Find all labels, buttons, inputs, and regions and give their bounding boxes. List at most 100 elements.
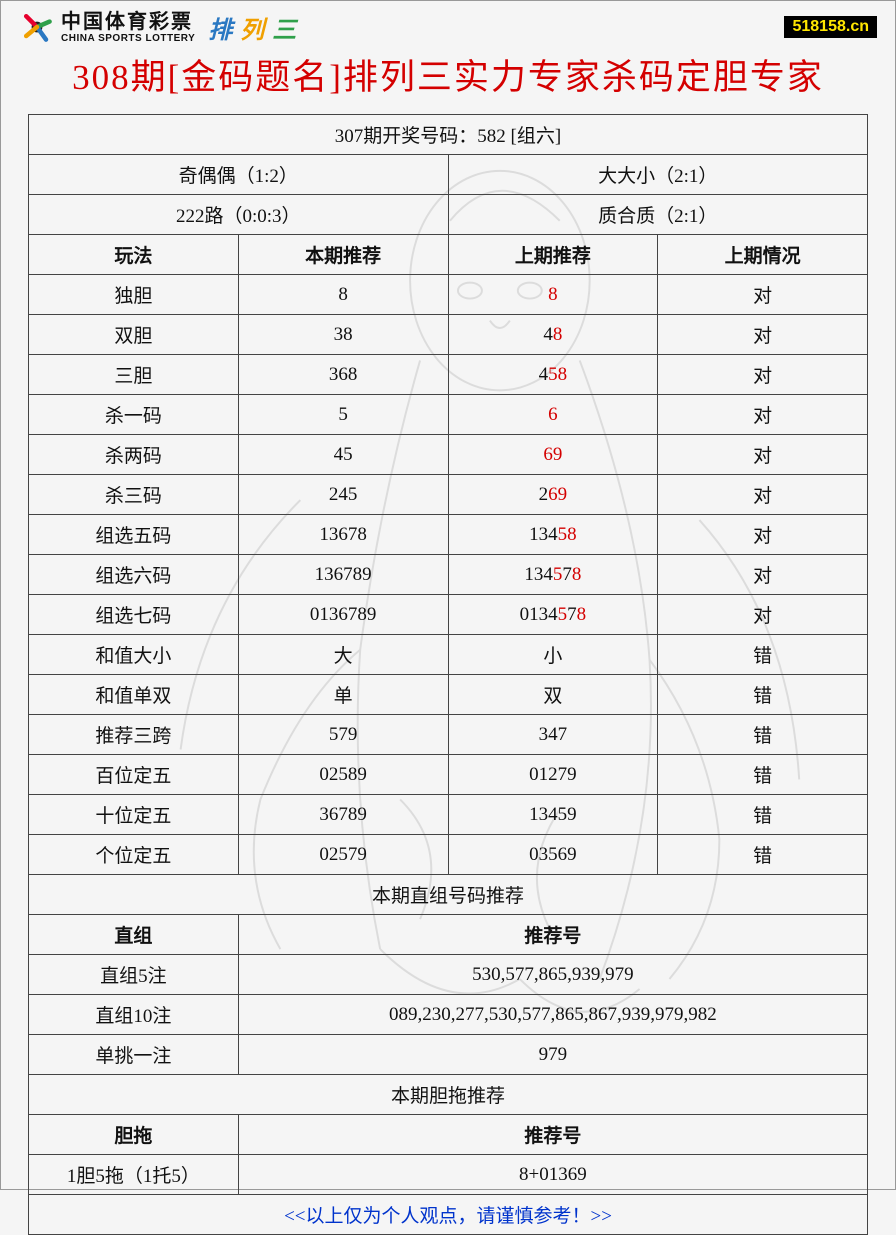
current-pick: 单 bbox=[238, 675, 448, 715]
current-pick: 45 bbox=[238, 435, 448, 475]
col-header: 推荐号 bbox=[238, 915, 867, 955]
status-cell: 错 bbox=[658, 635, 868, 675]
prev-pick: 347 bbox=[448, 715, 658, 755]
prev-pick: 03569 bbox=[448, 835, 658, 875]
status-cell: 对 bbox=[658, 355, 868, 395]
table-row: 个位定五0257903569错 bbox=[29, 835, 868, 875]
current-pick: 245 bbox=[238, 475, 448, 515]
section3-header: 本期胆拖推荐 bbox=[29, 1075, 868, 1115]
table-row: 和值大小大小错 bbox=[29, 635, 868, 675]
prev-pick: 134578 bbox=[448, 555, 658, 595]
table-row: 推荐三跨579347错 bbox=[29, 715, 868, 755]
col-header: 胆拖 bbox=[29, 1115, 239, 1155]
current-pick: 36789 bbox=[238, 795, 448, 835]
play-name: 杀三码 bbox=[29, 475, 239, 515]
status-cell: 错 bbox=[658, 715, 868, 755]
logo-block: 中国体育彩票 CHINA SPORTS LOTTERY 排 列 三 bbox=[19, 9, 299, 45]
combo-name: 直组5注 bbox=[29, 955, 239, 995]
header-bar: 中国体育彩票 CHINA SPORTS LOTTERY 排 列 三 518158… bbox=[1, 1, 895, 45]
current-pick: 8 bbox=[238, 275, 448, 315]
status-cell: 对 bbox=[658, 275, 868, 315]
footer-row: <<以上仅为个人观点，请谨慎参考！>> bbox=[29, 1195, 868, 1235]
col-header: 上期推荐 bbox=[448, 235, 658, 275]
prev-pick: 269 bbox=[448, 475, 658, 515]
site-badge: 518158.cn bbox=[784, 16, 877, 38]
logo-en-text: CHINA SPORTS LOTTERY bbox=[61, 33, 195, 44]
prev-pick: 01279 bbox=[448, 755, 658, 795]
current-pick: 大 bbox=[238, 635, 448, 675]
status-cell: 对 bbox=[658, 435, 868, 475]
section2-header: 本期直组号码推荐 bbox=[29, 875, 868, 915]
prev-pick: 13459 bbox=[448, 795, 658, 835]
combo-name: 单挑一注 bbox=[29, 1035, 239, 1075]
section-header-row: 本期直组号码推荐 bbox=[29, 875, 868, 915]
prev-pick: 458 bbox=[448, 355, 658, 395]
status-cell: 对 bbox=[658, 315, 868, 355]
section-header-row: 本期胆拖推荐 bbox=[29, 1075, 868, 1115]
table-row: 222路（0:0:3） 质合质（2:1） bbox=[29, 195, 868, 235]
play-name: 杀两码 bbox=[29, 435, 239, 475]
play-name: 百位定五 bbox=[29, 755, 239, 795]
table-row: 直组10注089,230,277,530,577,865,867,939,979… bbox=[29, 995, 868, 1035]
dt-value: 8+01369 bbox=[238, 1155, 867, 1195]
table-row: 杀三码245269对 bbox=[29, 475, 868, 515]
status-cell: 错 bbox=[658, 795, 868, 835]
top-result: 307期开奖号码：582 [组六] bbox=[29, 115, 868, 155]
combo-value: 530,577,865,939,979 bbox=[238, 955, 867, 995]
status-cell: 错 bbox=[658, 675, 868, 715]
table-row: 307期开奖号码：582 [组六] bbox=[29, 115, 868, 155]
pls-char-0: 排 bbox=[205, 11, 235, 43]
table-row: 十位定五3678913459错 bbox=[29, 795, 868, 835]
table-row: 独胆88对 bbox=[29, 275, 868, 315]
play-name: 十位定五 bbox=[29, 795, 239, 835]
column-header-row: 玩法 本期推荐 上期推荐 上期情况 bbox=[29, 235, 868, 275]
summary-cell: 质合质（2:1） bbox=[448, 195, 868, 235]
status-cell: 对 bbox=[658, 555, 868, 595]
status-cell: 错 bbox=[658, 835, 868, 875]
status-cell: 对 bbox=[658, 515, 868, 555]
pls-char-1: 列 bbox=[237, 11, 267, 43]
current-pick: 0136789 bbox=[238, 595, 448, 635]
current-pick: 38 bbox=[238, 315, 448, 355]
table-row: 组选五码1367813458对 bbox=[29, 515, 868, 555]
play-name: 双胆 bbox=[29, 315, 239, 355]
summary-cell: 奇偶偶（1:2） bbox=[29, 155, 449, 195]
current-pick: 579 bbox=[238, 715, 448, 755]
table-row: 奇偶偶（1:2） 大大小（2:1） bbox=[29, 155, 868, 195]
summary-cell: 大大小（2:1） bbox=[448, 155, 868, 195]
dt-name: 1胆5拖（1托5） bbox=[29, 1155, 239, 1195]
play-name: 和值单双 bbox=[29, 675, 239, 715]
prev-pick: 双 bbox=[448, 675, 658, 715]
col-header: 玩法 bbox=[29, 235, 239, 275]
summary-cell: 222路（0:0:3） bbox=[29, 195, 449, 235]
prev-pick: 0134578 bbox=[448, 595, 658, 635]
combo-value: 979 bbox=[238, 1035, 867, 1075]
lottery-logo-icon bbox=[19, 9, 55, 45]
table-row: 杀两码4569对 bbox=[29, 435, 868, 475]
current-pick: 5 bbox=[238, 395, 448, 435]
table-row: 1胆5拖（1托5）8+01369 bbox=[29, 1155, 868, 1195]
col-header: 推荐号 bbox=[238, 1115, 867, 1155]
table-row: 直组5注530,577,865,939,979 bbox=[29, 955, 868, 995]
prev-pick: 6 bbox=[448, 395, 658, 435]
col-header: 直组 bbox=[29, 915, 239, 955]
table-row: 杀一码56对 bbox=[29, 395, 868, 435]
prev-pick: 48 bbox=[448, 315, 658, 355]
play-name: 组选七码 bbox=[29, 595, 239, 635]
section3-col-row: 胆拖 推荐号 bbox=[29, 1115, 868, 1155]
status-cell: 错 bbox=[658, 755, 868, 795]
page-title: 308期[金码题名]排列三实力专家杀码定胆专家 bbox=[1, 45, 895, 114]
current-pick: 136789 bbox=[238, 555, 448, 595]
combo-value: 089,230,277,530,577,865,867,939,979,982 bbox=[238, 995, 867, 1035]
table-row: 组选七码01367890134578对 bbox=[29, 595, 868, 635]
table-row: 三胆368458对 bbox=[29, 355, 868, 395]
current-pick: 02579 bbox=[238, 835, 448, 875]
play-name: 组选六码 bbox=[29, 555, 239, 595]
main-lottery-table: 307期开奖号码：582 [组六] 奇偶偶（1:2） 大大小（2:1） 222路… bbox=[28, 114, 868, 1235]
play-name: 独胆 bbox=[29, 275, 239, 315]
section2-col-row: 直组 推荐号 bbox=[29, 915, 868, 955]
play-name: 个位定五 bbox=[29, 835, 239, 875]
table-row: 双胆3848对 bbox=[29, 315, 868, 355]
pls-char-2: 三 bbox=[269, 11, 299, 43]
play-name: 组选五码 bbox=[29, 515, 239, 555]
